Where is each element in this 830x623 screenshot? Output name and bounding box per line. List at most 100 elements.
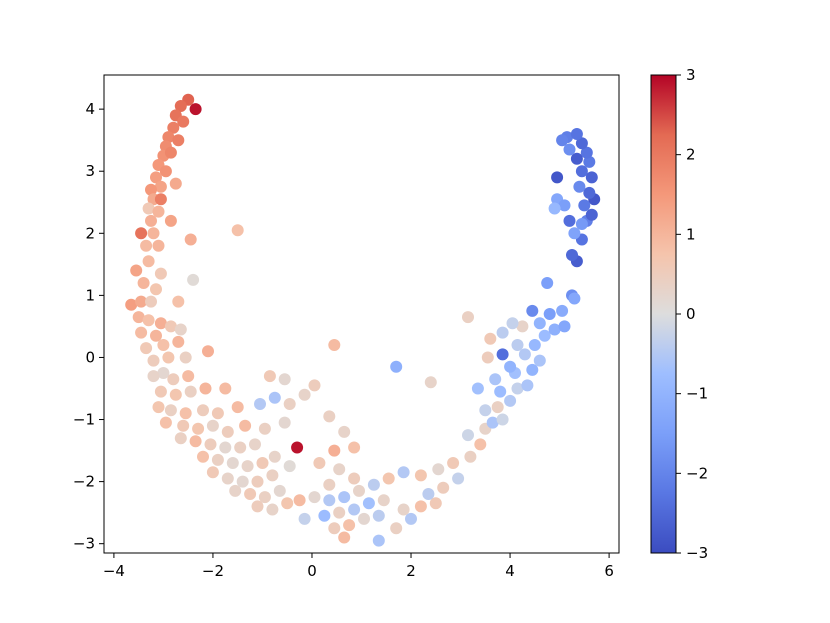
data-point: [362, 497, 375, 510]
data-point: [152, 205, 165, 218]
data-point: [333, 463, 346, 476]
data-point: [397, 503, 410, 516]
data-point: [197, 404, 209, 417]
data-point: [568, 292, 581, 305]
data-point: [179, 407, 192, 420]
y-tick-label: −1: [73, 411, 95, 429]
data-point: [338, 425, 351, 438]
data-point: [147, 354, 160, 367]
data-point: [372, 509, 385, 522]
data-point: [137, 277, 150, 289]
data-point: [291, 441, 304, 454]
scatter-points: [125, 93, 601, 547]
data-point: [491, 401, 504, 414]
data-point: [145, 295, 157, 308]
data-point: [538, 329, 551, 342]
data-point: [447, 457, 460, 469]
data-point: [558, 320, 571, 333]
data-point: [135, 227, 148, 240]
data-point: [273, 484, 286, 497]
data-point: [142, 314, 155, 327]
data-point: [298, 388, 311, 401]
data-point: [293, 494, 306, 507]
data-point: [268, 391, 281, 404]
data-point: [348, 441, 361, 454]
data-point: [204, 438, 217, 451]
data-point: [462, 311, 474, 324]
data-point: [585, 171, 598, 184]
data-point: [462, 429, 474, 442]
data-point: [179, 351, 192, 364]
data-point: [154, 267, 167, 280]
data-point: [172, 335, 185, 348]
data-point: [511, 339, 524, 351]
data-point: [206, 419, 219, 432]
data-point: [187, 273, 200, 286]
data-point: [563, 143, 576, 156]
data-point: [333, 506, 346, 519]
colorbar-tick-label: 0: [686, 305, 696, 323]
data-point: [150, 171, 162, 184]
y-tick-label: 0: [85, 348, 95, 366]
data-point: [343, 519, 356, 532]
data-point: [573, 180, 586, 193]
data-point: [504, 360, 517, 373]
data-point: [249, 438, 261, 451]
data-point: [199, 382, 212, 395]
data-point: [474, 438, 487, 451]
data-point: [372, 534, 385, 547]
data-point: [244, 488, 257, 500]
data-point: [496, 348, 509, 361]
data-point: [184, 385, 197, 398]
data-point: [172, 295, 185, 308]
data-point: [575, 218, 588, 230]
data-point: [452, 472, 465, 485]
data-point: [189, 435, 202, 448]
data-point: [281, 497, 294, 510]
data-point: [506, 317, 519, 330]
data-point: [575, 165, 588, 178]
data-point: [568, 227, 581, 240]
data-point: [145, 214, 157, 227]
data-point: [172, 134, 185, 147]
data-point: [154, 180, 167, 193]
data-point: [169, 388, 182, 401]
data-point: [323, 478, 336, 491]
data-point: [157, 367, 170, 379]
data-point: [556, 134, 569, 147]
data-point: [268, 450, 281, 463]
data-point: [471, 382, 484, 395]
data-point: [348, 503, 361, 516]
data-point: [164, 214, 177, 227]
data-point: [206, 466, 219, 479]
data-point: [251, 500, 264, 513]
data-point: [558, 199, 571, 212]
data-point: [533, 317, 546, 330]
data-point: [397, 466, 410, 479]
data-point: [484, 332, 497, 345]
data-point: [150, 329, 162, 342]
y-tick-label: −2: [73, 473, 95, 491]
colorbar-tick-label: 1: [686, 225, 696, 243]
data-point: [184, 233, 197, 246]
data-point: [283, 460, 296, 473]
data-point: [496, 326, 509, 339]
data-point: [338, 491, 351, 504]
colorbar-tick-label: −1: [686, 385, 708, 403]
data-point: [518, 348, 531, 361]
data-point: [504, 394, 517, 407]
data-point: [140, 342, 153, 355]
data-point: [479, 404, 492, 417]
data-point: [150, 283, 162, 296]
x-tick-label: 0: [307, 562, 317, 580]
colorbar-tick-label: −3: [686, 544, 708, 562]
data-point: [278, 416, 291, 429]
data-point: [328, 339, 341, 351]
data-point: [283, 398, 296, 410]
data-point: [159, 416, 172, 429]
data-point: [496, 413, 509, 426]
data-point: [142, 255, 155, 268]
data-point: [177, 115, 190, 128]
x-tick-label: −2: [202, 562, 224, 580]
